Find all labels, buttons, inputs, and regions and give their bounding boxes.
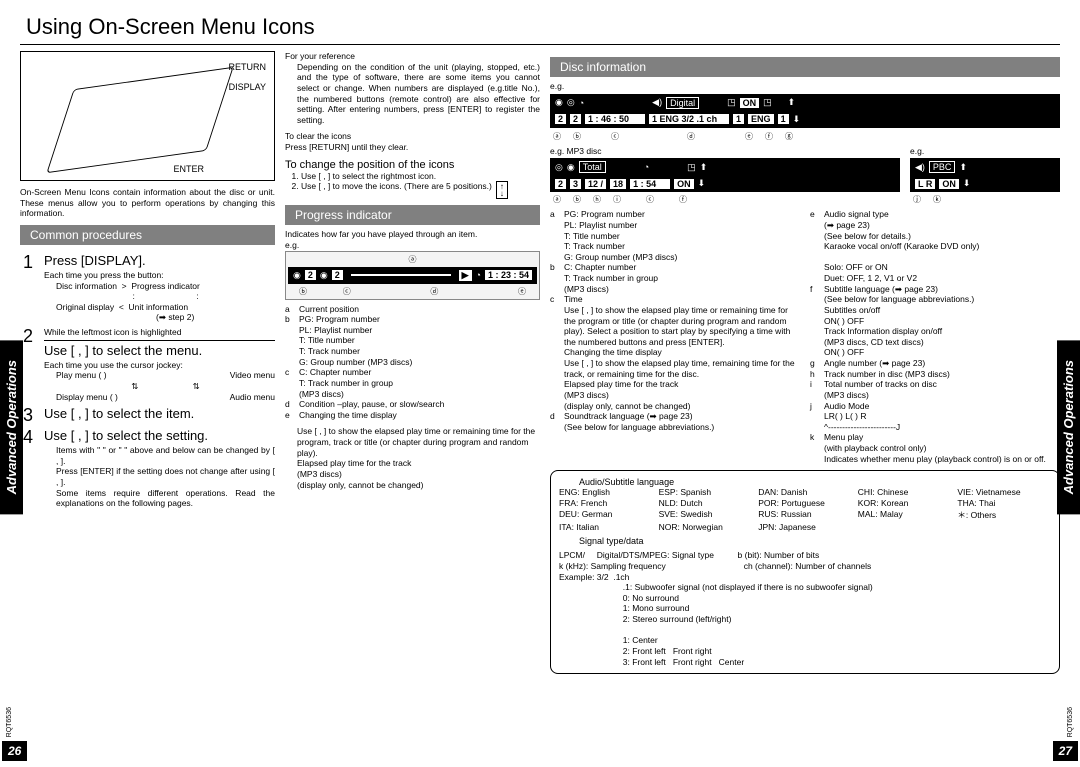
progress-legend: aCurrent position bPG: Program number PL… — [285, 304, 540, 421]
step-2-menus: Play menu ( )Video menu ⇅ ⇅ Display menu… — [56, 370, 275, 402]
eg-mp3: e.g. MP3 disc — [550, 146, 900, 157]
head-disc-info: Disc information — [550, 57, 1060, 77]
definition-item: jAudio Mode LR( ) L( ) R ^--------------… — [810, 401, 1060, 433]
eg-label: e.g. — [285, 240, 540, 251]
progress-osd: ◉2 ◉2 ▶ ◔1 : 23 : 54 — [288, 267, 537, 284]
lang-entry — [858, 522, 952, 532]
vertical-arrows-icon: ↑↓ — [496, 181, 508, 199]
col-1: RETURN DISPLAY ENTER On-Screen Menu Icon… — [20, 51, 275, 757]
definition-item: kMenu play (with playback control only) … — [810, 432, 1060, 464]
step-3-title: Use [ , ] to select the item. — [44, 406, 275, 421]
head-common-procedures: Common procedures — [20, 225, 275, 245]
lang-entry: DEU: German — [559, 509, 653, 521]
disc-info-definitions: aPG: Program number PL: Playlist number … — [550, 209, 1060, 464]
device-caption: On-Screen Menu Icons contain information… — [20, 187, 275, 219]
clear-head: To clear the icons — [285, 131, 540, 142]
lang-entry: ITA: Italian — [559, 522, 653, 532]
disc-icon: ◉ — [293, 270, 301, 281]
label-return: RETURN — [229, 62, 267, 72]
definition-item: bC: Chapter number T: Track number in gr… — [550, 262, 800, 294]
definition-item: cTime Use [ , ] to show the elapsed play… — [550, 294, 800, 411]
step-4-note-3: Some items require different operations.… — [56, 488, 275, 509]
pos-list: Use [ , ] to select the rightmost icon. … — [301, 171, 540, 200]
pos-head: To change the position of the icons — [285, 159, 540, 171]
lang-entry: ＊: Others — [957, 509, 1051, 521]
columns: RETURN DISPLAY ENTER On-Screen Menu Icon… — [20, 51, 1060, 757]
head-progress: Progress indicator — [285, 205, 540, 225]
clock-icon: ◔ — [476, 270, 481, 280]
definition-item: gAngle number (➡ page 23) — [810, 358, 1060, 369]
progress-osd-container: ⓐ ◉2 ◉2 ▶ ◔1 : 23 : 54 ⓑⓒⓓⓔ — [285, 251, 540, 300]
device-illustration: RETURN DISPLAY ENTER — [20, 51, 275, 181]
lang-entry: SVE: Swedish — [659, 509, 753, 521]
lang-entry: JPN: Japanese — [758, 522, 852, 532]
lang-entry: POR: Portuguese — [758, 498, 852, 508]
side-tab-left: Advanced Operations — [0, 340, 23, 514]
step-1-sub: Each time you press the button: — [44, 270, 275, 281]
page-title: Using On-Screen Menu Icons — [20, 10, 1060, 45]
signal-type-data: LPCM/ Digital/DTS/MPEG: Signal type b (b… — [559, 550, 1051, 667]
page-number-left: 26 — [2, 741, 27, 761]
doc-code-left: RQT6536 — [6, 707, 13, 737]
clear-body: Press [RETURN] until they clear. — [285, 142, 540, 153]
definition-item: hTrack number in disc (MP3 discs) — [810, 369, 1060, 380]
lang-entry — [957, 522, 1051, 532]
definition-item: eAudio signal type (➡ page 23) (See belo… — [810, 209, 1060, 283]
time-body: Use [ , ] to show the elapsed play time … — [297, 426, 540, 490]
lang-entry: ENG: English — [559, 487, 653, 497]
step-4-title: Use [ , ] to select the setting. — [44, 428, 275, 443]
ref-head: For your reference — [285, 51, 540, 62]
doc-code-right: RQT6536 — [1067, 707, 1074, 737]
step-2-sub: Each time you use the cursor jockey: — [44, 360, 275, 371]
lang-entry: DAN: Danish — [758, 487, 852, 497]
lang-entry: RUS: Russian — [758, 509, 852, 521]
step-2-note: While the leftmost icon is highlighted — [44, 327, 275, 338]
manual-spread: Using On-Screen Menu Icons RETURN DISPLA… — [20, 10, 1060, 757]
lang-entry: CHI: Chinese — [858, 487, 952, 497]
step-2-title: Use [ , ] to select the menu. — [44, 343, 275, 358]
step-1-title: Press [DISPLAY]. — [44, 253, 275, 268]
step-1-num: 1 — [20, 253, 36, 323]
definition-item: dSoundtrack language (➡ page 23) (See be… — [550, 411, 800, 432]
osd-3: ◀)PBC⬆ — [910, 158, 1060, 176]
lang-entry: NLD: Dutch — [659, 498, 753, 508]
step-4-note-1: Items with " " or " " above and below ca… — [56, 445, 275, 466]
side-tab-right: Advanced Operations — [1057, 340, 1080, 514]
lang-entry: THA: Thai — [957, 498, 1051, 508]
ref-body: Depending on the condition of the unit (… — [297, 62, 540, 126]
osd-1: ◉◎◔ ◀)Digital ◳ON ◳ ⬆ — [550, 94, 1060, 112]
col-3: Disc information e.g. ◉◎◔ ◀)Digital ◳ON … — [550, 51, 1060, 757]
step-1-flow: Disc information > Progress indicator : … — [56, 281, 275, 324]
osd-2: ◎◉Total ◔◳⬆ — [550, 158, 900, 176]
lang-entry: NOR: Norwegian — [659, 522, 753, 532]
lang-entry: ESP: Spanish — [659, 487, 753, 497]
definition-item: aPG: Program number PL: Playlist number … — [550, 209, 800, 262]
lang-entry: FRA: French — [559, 498, 653, 508]
lang-entry: MAL: Malay — [858, 509, 952, 521]
prog-intro: Indicates how far you have played throug… — [285, 229, 540, 240]
step-4-note-2: Press [ENTER] if the setting does not ch… — [56, 466, 275, 487]
language-box: Audio/Subtitle language ENG: EnglishESP:… — [550, 470, 1060, 674]
page-number-right: 27 — [1053, 741, 1078, 761]
label-display: DISPLAY — [229, 82, 266, 92]
disc-icon: ◉ — [320, 270, 328, 281]
definition-item: iTotal number of tracks on disc (MP3 dis… — [810, 379, 1060, 400]
definition-item: fSubtitle language (➡ page 23) (See belo… — [810, 284, 1060, 358]
label-enter: ENTER — [173, 164, 204, 174]
lang-entry: KOR: Korean — [858, 498, 952, 508]
lang-entry: VIE: Vietnamese — [957, 487, 1051, 497]
language-grid: ENG: English ESP: Spanish DAN: Danish CHI: … — [559, 487, 1051, 532]
col-2: For your reference Depending on the cond… — [285, 51, 540, 757]
